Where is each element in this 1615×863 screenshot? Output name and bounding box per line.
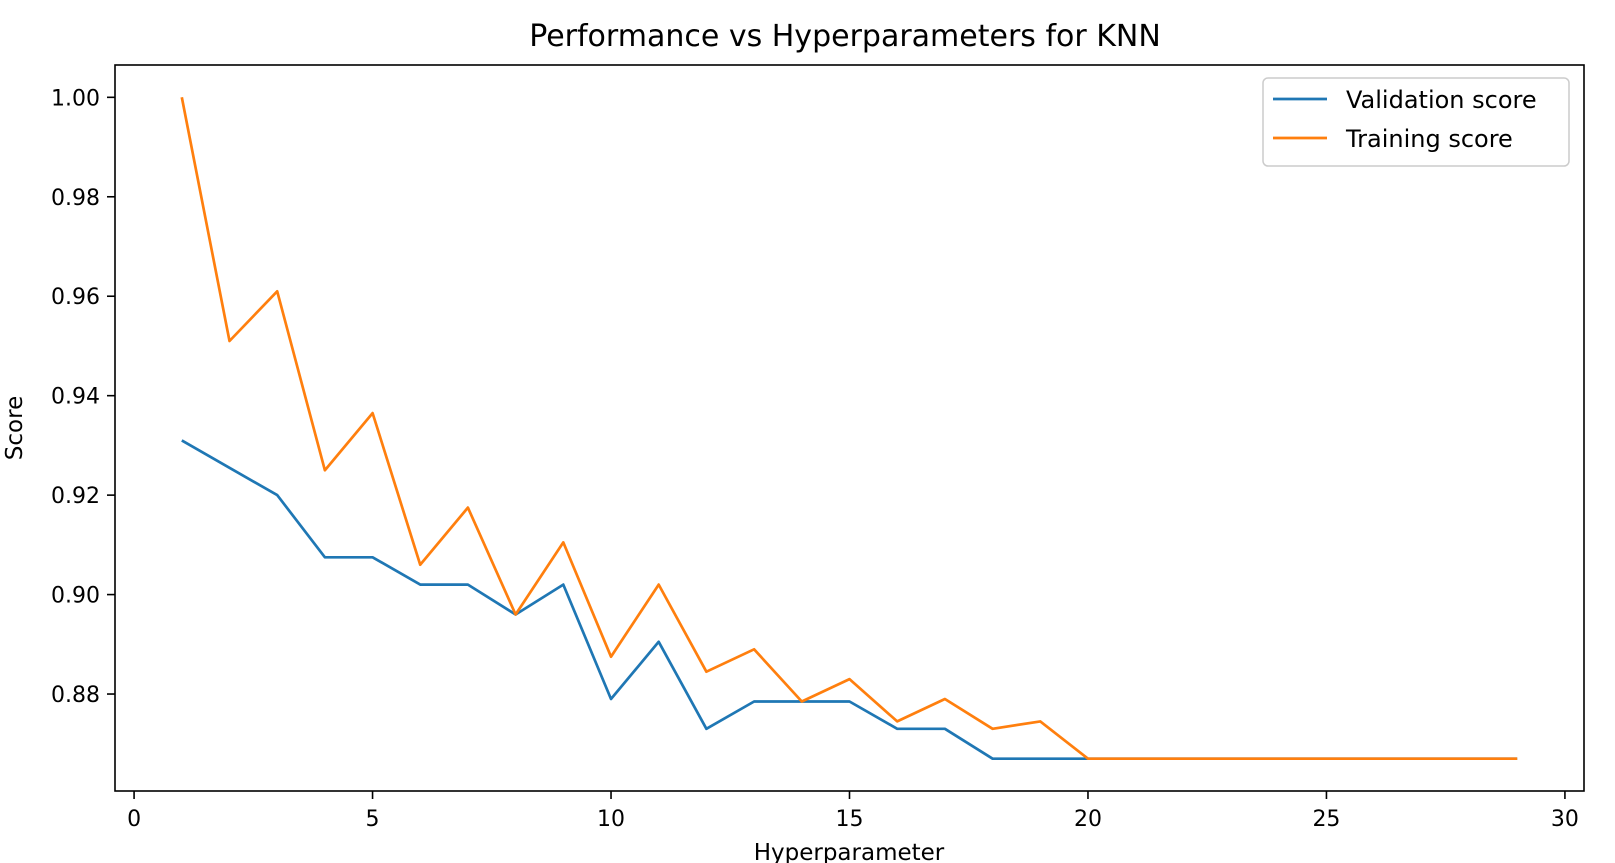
x-tick-label: 15 <box>836 807 864 832</box>
legend-label-training: Training score <box>1345 125 1513 153</box>
x-tick-label: 20 <box>1074 807 1102 832</box>
x-tick-label: 5 <box>366 807 380 832</box>
x-axis-label: Hyperparameter <box>754 840 945 863</box>
y-axis-ticks: 0.88 0.90 0.92 0.94 0.96 0.98 1.00 <box>51 86 115 708</box>
y-tick-label: 0.90 <box>51 584 100 609</box>
y-axis-label: Score <box>2 396 28 460</box>
y-tick-label: 0.98 <box>51 186 100 211</box>
y-tick-label: 0.92 <box>51 484 100 509</box>
y-tick-label: 0.96 <box>51 285 100 310</box>
x-tick-label: 10 <box>597 807 625 832</box>
y-tick-label: 1.00 <box>51 86 100 111</box>
y-tick-label: 0.88 <box>51 683 100 708</box>
plot-area-frame <box>114 64 1585 792</box>
x-tick-label: 25 <box>1312 807 1340 832</box>
legend-label-validation: Validation score <box>1346 86 1537 114</box>
x-axis-ticks: 0 5 10 15 20 25 30 <box>127 791 1579 832</box>
legend: Validation score Training score <box>1262 77 1570 167</box>
chart-title: Performance vs Hyperparameters for KNN <box>529 19 1161 54</box>
training-score-line <box>180 97 1518 761</box>
legend-box <box>1262 77 1570 167</box>
x-tick-label: 0 <box>127 807 141 832</box>
y-tick-label: 0.94 <box>51 385 100 410</box>
x-tick-label: 30 <box>1551 807 1579 832</box>
series-lines <box>180 97 1518 761</box>
